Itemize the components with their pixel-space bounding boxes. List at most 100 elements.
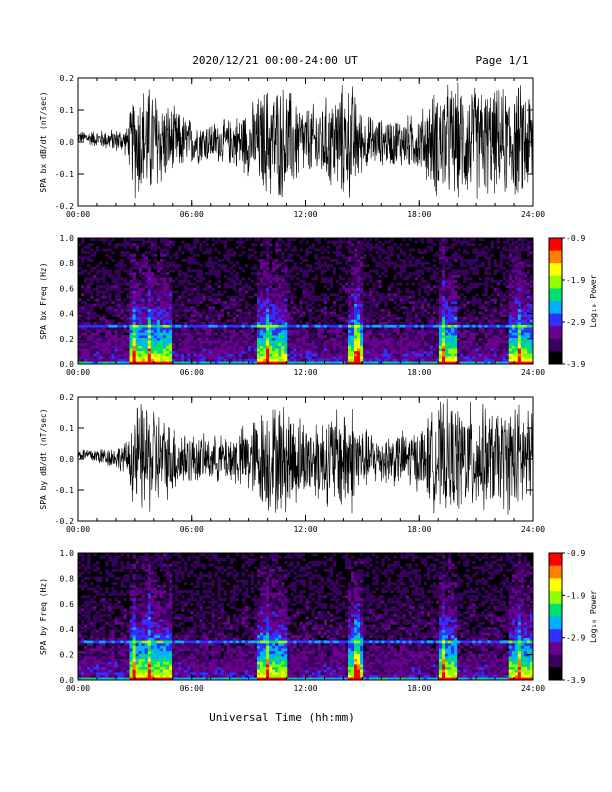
spectrogram-cell — [232, 322, 237, 325]
spectrogram-cell — [153, 303, 158, 307]
spectrogram-cell — [141, 356, 146, 360]
spectrogram-cell — [172, 243, 176, 247]
spectrogram-cell — [202, 343, 206, 346]
spectrogram-cell — [108, 361, 112, 365]
spectrogram-cell — [481, 311, 485, 315]
spectrogram-cell — [445, 358, 449, 362]
spectrogram-cell — [150, 337, 155, 341]
spectrogram-cell — [344, 269, 349, 273]
spectrogram-cell — [172, 337, 176, 341]
spectrogram-cell — [175, 350, 179, 354]
spectrogram-cell — [190, 269, 194, 273]
spectrogram-cell — [256, 298, 261, 302]
spectrogram-cell — [357, 264, 361, 268]
spectrogram-cell — [399, 266, 403, 270]
spectrogram-cell — [250, 253, 255, 257]
spectrogram-cell — [111, 274, 115, 278]
spectrogram-cell — [123, 327, 127, 331]
spectrogram-cell — [347, 245, 352, 249]
spectrogram-cell — [317, 266, 321, 270]
spectrogram-cell — [329, 259, 334, 262]
spectrogram-cell — [284, 314, 288, 318]
spectrogram-cell — [481, 306, 485, 310]
spectrogram-cell — [402, 277, 406, 281]
spectrogram-cell — [317, 240, 321, 244]
spectrogram-cell — [287, 269, 291, 273]
spectrogram-cell — [442, 274, 446, 278]
spectrogram-cell — [508, 314, 513, 318]
spectrogram-cell — [184, 287, 188, 291]
spectrogram-cell — [341, 335, 346, 339]
spectrogram-cell — [432, 340, 437, 344]
spectrogram-cell — [451, 287, 455, 291]
spectrogram-cell — [278, 298, 282, 302]
spectrogram-cell — [338, 340, 343, 344]
spectrogram-cell — [229, 337, 233, 341]
spectrogram-cell — [90, 327, 94, 331]
spectrogram-cell — [114, 343, 118, 346]
spectrogram-cell — [275, 348, 279, 352]
spectrogram-cell — [141, 358, 146, 362]
spectrogram-cell — [84, 311, 88, 315]
spectrogram-cell — [411, 308, 415, 312]
spectrogram-cell — [496, 319, 500, 323]
spectrogram-cell — [508, 324, 513, 328]
spectrogram-cell — [308, 327, 312, 331]
spectrogram-cell — [347, 316, 352, 320]
spectrogram-cell — [369, 356, 373, 360]
spectrogram-cell — [408, 316, 412, 320]
spectrogram-cell — [442, 324, 446, 328]
spectrogram-cell — [150, 329, 155, 333]
spectrogram-cell — [469, 358, 473, 362]
spectrogram-cell — [263, 293, 267, 297]
spectrogram-cell — [411, 358, 415, 362]
spectrogram-cell — [435, 311, 440, 315]
spectrogram-cell — [208, 280, 212, 283]
spectrogram-cell — [366, 319, 370, 323]
spectrogram-cell — [305, 308, 309, 312]
spectrogram-cell — [235, 358, 240, 362]
spectrogram-cell — [229, 348, 233, 352]
spectrogram-cell — [199, 269, 203, 273]
spectrogram-cell — [347, 335, 352, 339]
spectrogram-cell — [144, 274, 149, 278]
spectrogram-cell — [87, 311, 91, 315]
spectrogram-cell — [499, 337, 503, 341]
spectrogram-cell — [408, 253, 412, 257]
spectrogram-cell — [241, 335, 246, 339]
spectrogram-cell — [190, 335, 194, 339]
spectrogram-cell — [487, 256, 491, 260]
spectrogram-cell — [144, 295, 149, 299]
spectrogram-cell — [117, 358, 121, 362]
spectrogram-cell — [120, 335, 124, 339]
spectrogram-cell — [384, 345, 388, 349]
spectrogram-cell — [511, 335, 516, 339]
spectrogram-cell — [438, 298, 443, 302]
spectrogram-cell — [347, 327, 352, 331]
spectrogram-cell — [502, 272, 506, 276]
spectrogram-cell — [378, 282, 382, 286]
spectrogram-cell — [226, 285, 230, 289]
spectrogram-cell — [396, 353, 400, 357]
spectrogram-cell — [490, 327, 494, 331]
spectrogram-cell — [220, 314, 224, 318]
spectrogram-cell — [363, 316, 367, 320]
spectrogram-cell — [344, 290, 349, 294]
spectrogram-cell — [460, 324, 464, 328]
spectrogram-cell — [363, 308, 367, 312]
spectrogram-cell — [429, 316, 434, 320]
spectrogram-cell — [247, 345, 252, 349]
spectrogram-cell — [111, 251, 115, 255]
spectrogram-cell — [260, 277, 264, 281]
spectrogram-cell — [520, 345, 525, 349]
spectrogram-cell — [278, 337, 282, 341]
spectrogram-cell — [429, 358, 434, 362]
spectrogram-cell — [144, 293, 149, 297]
spectrogram-cell — [272, 303, 276, 307]
spectrogram-cell — [235, 295, 240, 299]
spectrogram-cell — [293, 274, 297, 278]
spectrogram-cell — [132, 348, 136, 352]
spectrogram-cell — [208, 350, 212, 354]
spectrogram-cell — [354, 277, 358, 281]
spectrogram-cell — [281, 337, 285, 341]
